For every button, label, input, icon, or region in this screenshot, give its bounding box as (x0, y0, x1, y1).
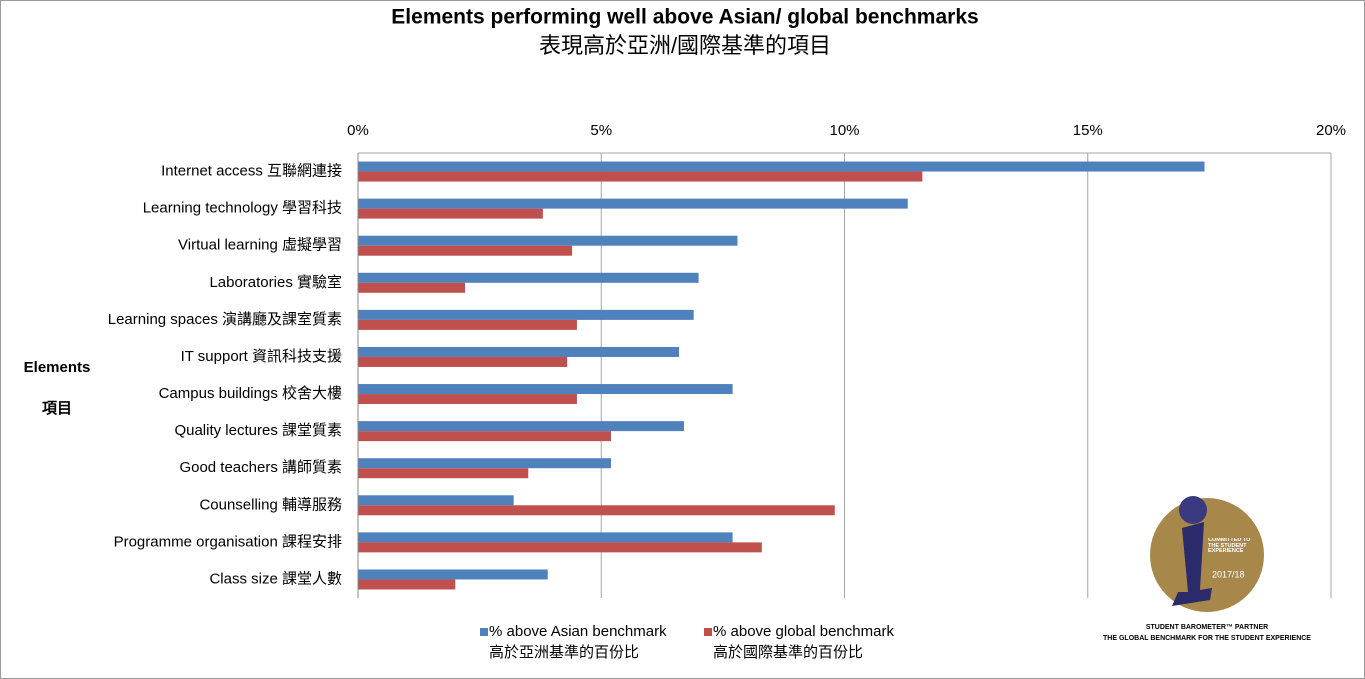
bar (358, 198, 908, 209)
bar (358, 272, 699, 283)
bar (358, 579, 456, 590)
badge-text-box: COMMITTED TO THE STUDENT EXPERIENCE (1208, 538, 1251, 554)
bar (358, 319, 577, 330)
legend-label: % above global benchmark (713, 623, 894, 640)
bar (358, 458, 611, 469)
x-tick-label: 15% (1073, 122, 1103, 139)
bar (358, 346, 680, 357)
bar (358, 394, 577, 405)
bar (358, 356, 568, 367)
badge (1150, 498, 1264, 612)
badge-dot (1179, 496, 1207, 524)
legend-label-zh: 高於亞洲基準的百份比 (489, 644, 639, 661)
category-label: Learning technology 學習科技 (143, 199, 342, 217)
x-tick-label: 5% (590, 122, 612, 139)
bar (358, 208, 543, 219)
logo-line1: STUDENT BAROMETER™ PARTNER (1146, 624, 1268, 631)
category-label: Campus buildings 校舍大樓 (159, 385, 342, 402)
category-label: Virtual learning 虛擬學習 (178, 236, 342, 254)
x-tick-label: 10% (829, 122, 859, 139)
category-label: Programme organisation 課程安排 (114, 533, 342, 550)
badge-i (1172, 522, 1212, 606)
category-label: Class size 課堂人數 (209, 570, 342, 587)
category-label: Laboratories 實驗室 (209, 273, 342, 291)
bar (358, 384, 733, 395)
bar (358, 161, 1205, 172)
category-label: Quality lectures 課堂質素 (174, 421, 342, 439)
logo-line2: THE GLOBAL BENCHMARK FOR THE STUDENT EXP… (1103, 635, 1311, 642)
bar (358, 542, 762, 553)
bar (358, 532, 733, 543)
category-label: Internet access 互聯網連接 (161, 163, 342, 180)
category-label: Learning spaces 演講廳及課室質素 (108, 310, 342, 328)
y-axis-label: Elements (24, 359, 91, 376)
bar (358, 421, 684, 432)
x-tick-label: 0% (347, 122, 369, 139)
y-axis-label-zh: 項目 (42, 400, 72, 417)
badge-year: 2017/18 (1212, 569, 1245, 579)
logo: COMMITTED TO THE STUDENT EXPERIENCE 2017… (1103, 496, 1311, 642)
chart-subtitle: 表現高於亞洲/國際基準的項目 (539, 33, 831, 58)
bar (358, 235, 738, 246)
legend-swatch (704, 628, 712, 636)
category-label: IT support 資訊科技支援 (181, 348, 342, 365)
legend-label-zh: 高於國際基準的百份比 (713, 644, 863, 661)
badge-text: COMMITTED TO THE STUDENT EXPERIENCE (1208, 538, 1251, 554)
legend-swatch (480, 628, 488, 636)
category-label: Good teachers 講師質素 (179, 458, 342, 476)
category-label: Counselling 輔導服務 (199, 496, 342, 513)
bar (358, 171, 923, 182)
chart-title: Elements performing well above Asian/ gl… (391, 6, 978, 29)
bar (358, 245, 573, 256)
bar (358, 431, 611, 442)
x-tick-label: 20% (1316, 122, 1346, 139)
bar (358, 495, 514, 506)
bar (358, 505, 835, 516)
bar (358, 282, 466, 293)
bar (358, 569, 548, 580)
bar (358, 309, 694, 320)
bar (358, 468, 529, 479)
legend-label: % above Asian benchmark (489, 623, 667, 640)
